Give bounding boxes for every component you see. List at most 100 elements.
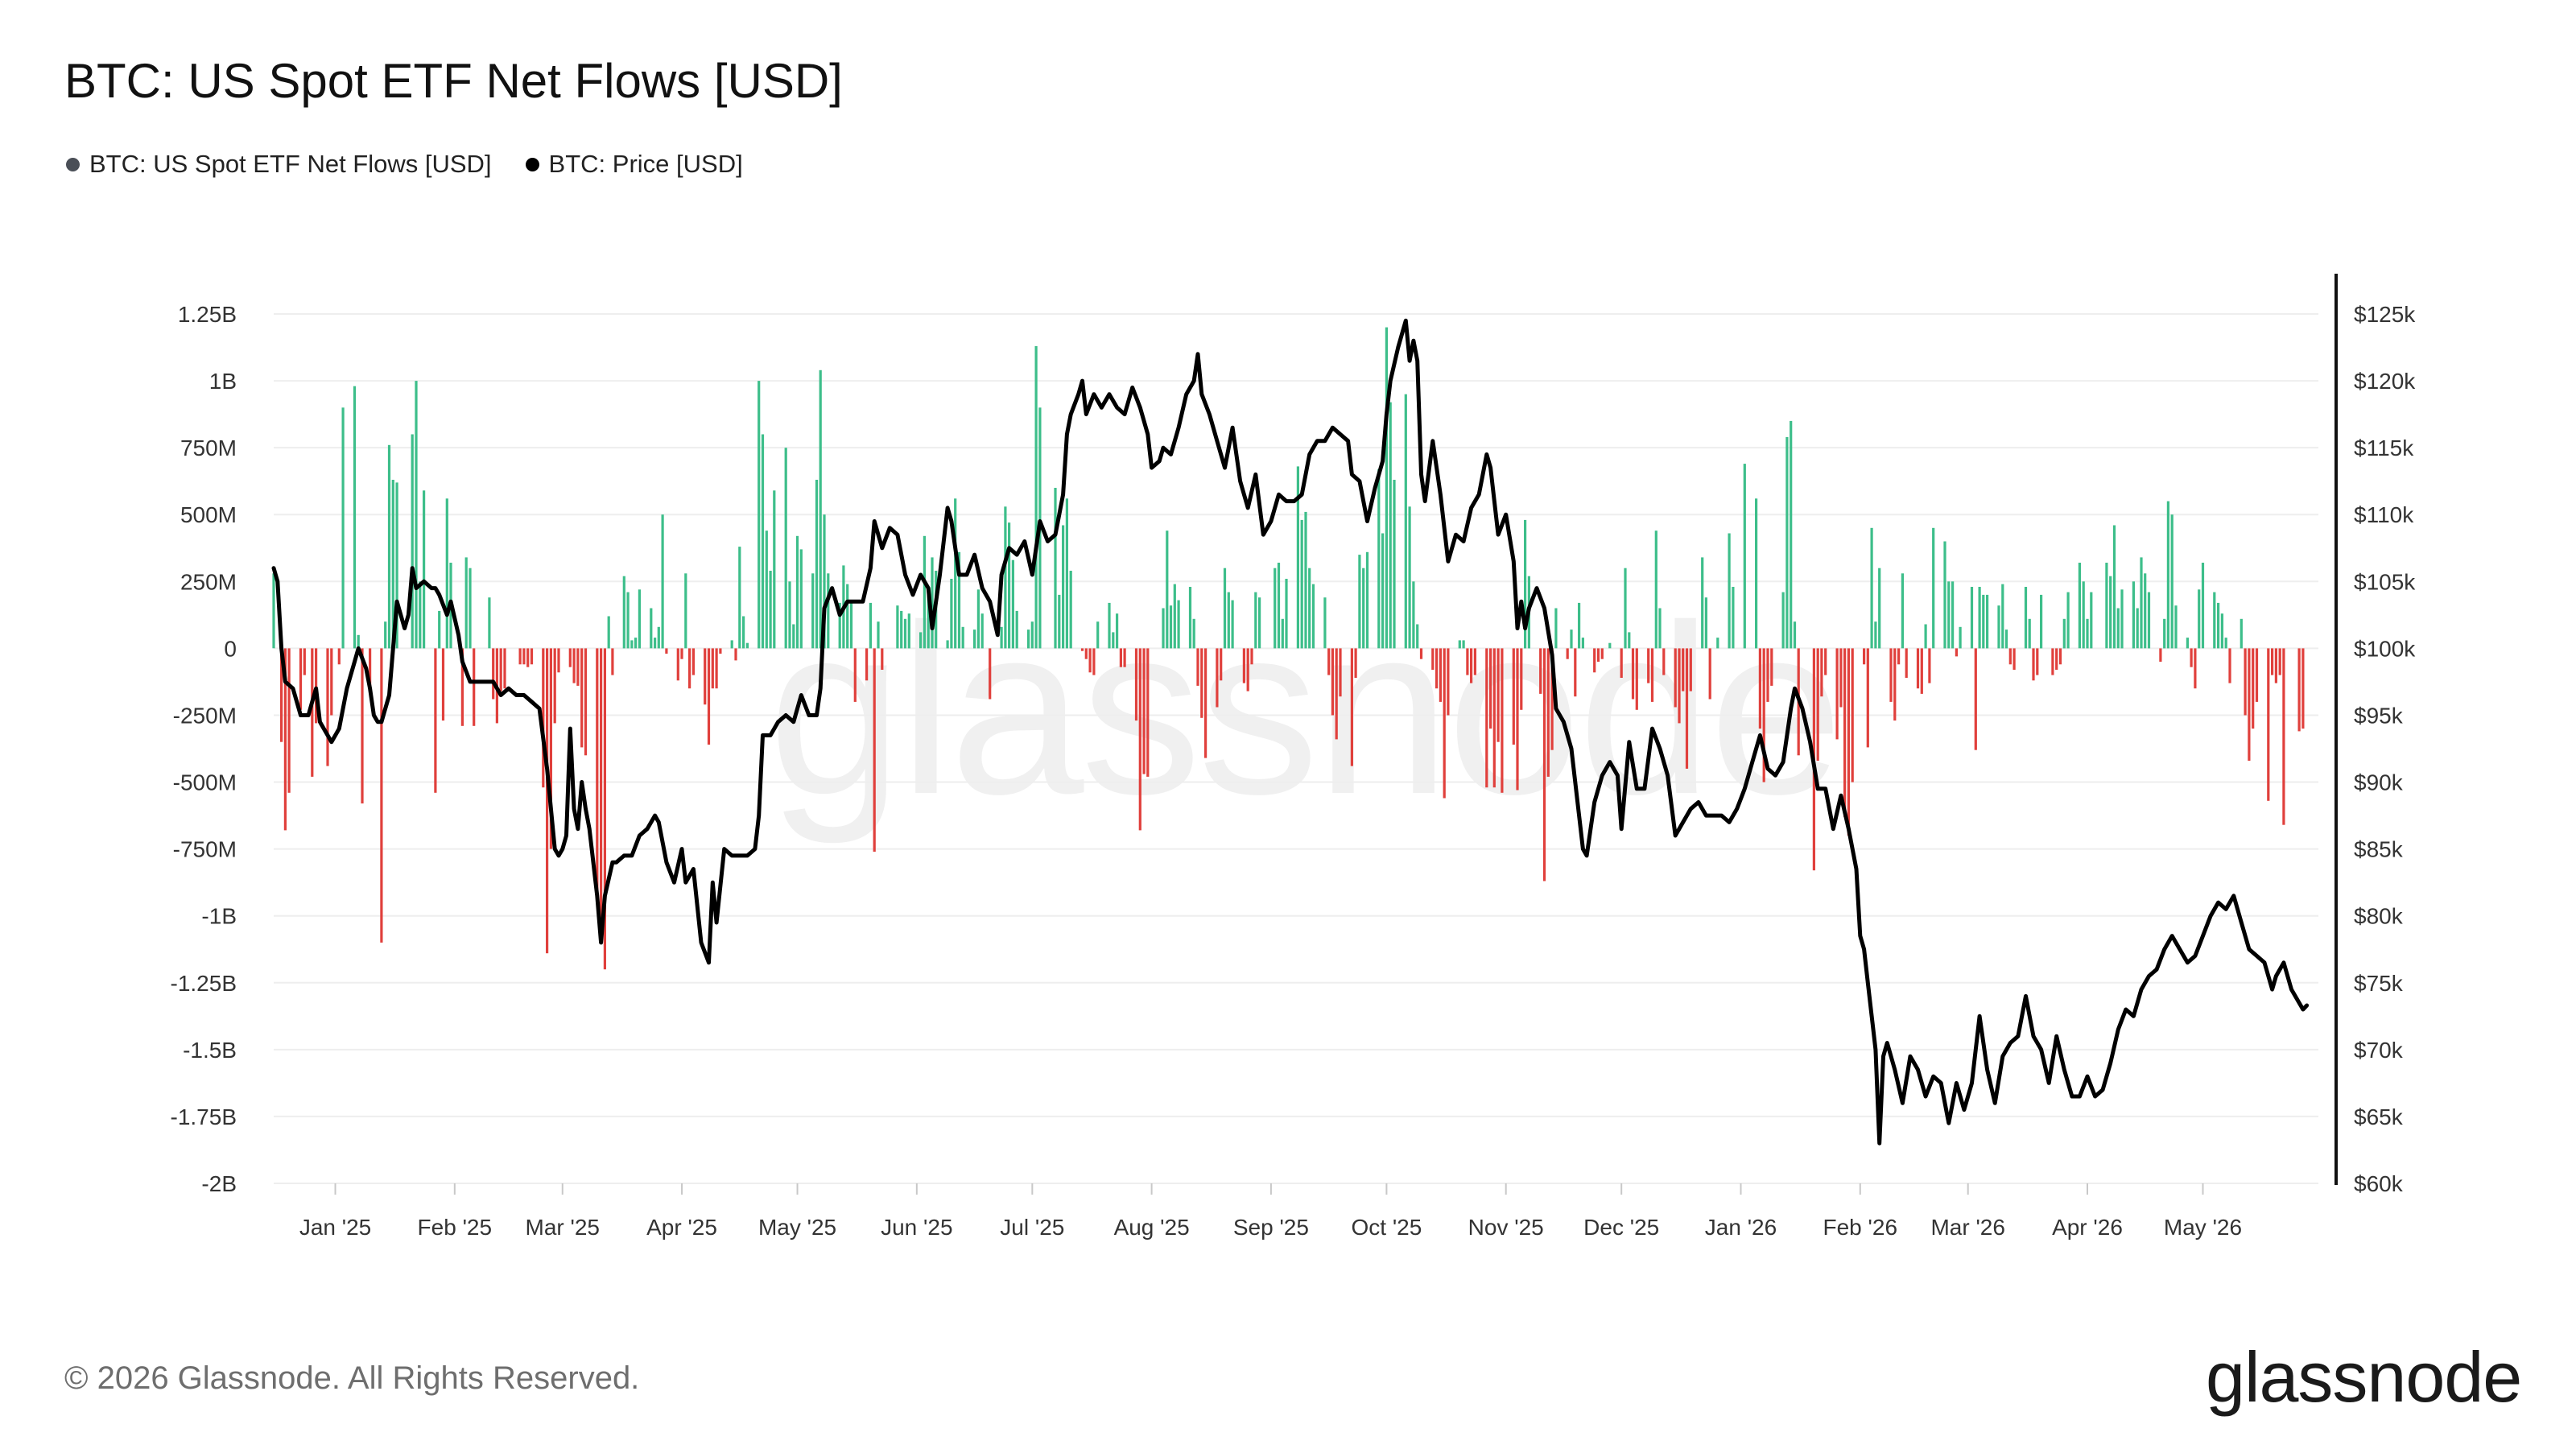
flow-bar — [2036, 648, 2039, 675]
flow-bar — [819, 369, 822, 649]
flow-bar — [973, 630, 976, 649]
flow-bar — [572, 648, 576, 683]
flow-bar — [326, 648, 329, 766]
flow-bar — [734, 648, 737, 661]
flow-bar — [680, 648, 683, 659]
flow-bar — [2163, 618, 2166, 649]
flow-bar — [2174, 605, 2178, 649]
flow-bar — [853, 648, 857, 702]
flow-bar — [1824, 648, 1827, 675]
flow-bar — [784, 448, 787, 649]
flow-bar — [1404, 394, 1407, 649]
flow-bar — [661, 514, 664, 649]
flow-bar — [715, 648, 718, 689]
y-left-tick-label: -1.75B — [171, 1104, 237, 1129]
y-right-tick-label: $105k — [2354, 569, 2416, 594]
flow-bar — [2220, 613, 2223, 649]
flow-bar — [1069, 571, 1072, 649]
flow-bar — [1978, 587, 1981, 649]
flow-bar — [311, 648, 314, 777]
flow-bar — [1058, 594, 1061, 649]
flow-bar — [1119, 648, 1122, 667]
flow-bar — [1134, 648, 1138, 721]
flow-bar — [568, 648, 572, 667]
flow-bar — [1485, 648, 1488, 788]
y-left-tick-label: 500M — [180, 502, 237, 527]
flow-bar — [1112, 632, 1115, 649]
flow-bar — [869, 602, 872, 649]
flow-bar — [387, 444, 391, 649]
flow-bar — [2001, 584, 2004, 649]
flow-bar — [272, 573, 275, 649]
flow-bar — [1443, 648, 1446, 799]
flow-bar — [464, 557, 468, 649]
flow-bar — [1947, 581, 1951, 649]
flow-bar — [1743, 464, 1746, 649]
flow-bar — [1431, 648, 1435, 670]
flow-bar — [1362, 568, 1365, 649]
flow-bar — [1889, 648, 1893, 702]
flow-bar — [1462, 640, 1465, 649]
flow-bar — [419, 581, 422, 649]
flow-bar — [881, 648, 884, 670]
flow-bar — [1701, 557, 1704, 649]
flow-bar — [473, 648, 476, 726]
flow-bar — [1412, 581, 1415, 649]
flow-bar — [391, 480, 394, 649]
flow-bar — [438, 610, 441, 649]
legend-item-net-flows[interactable]: BTC: US Spot ETF Net Flows [USD] — [66, 150, 492, 179]
flow-bar — [330, 648, 333, 716]
flow-bar — [384, 621, 387, 649]
flow-bar — [769, 571, 772, 649]
flow-bar — [961, 626, 964, 649]
flow-bar — [1393, 480, 1396, 649]
flow-bar — [688, 648, 691, 689]
flow-bar — [1662, 648, 1666, 675]
flow-bar — [1674, 648, 1677, 708]
flow-bar — [1331, 648, 1334, 716]
legend-item-price[interactable]: BTC: Price [USD] — [525, 150, 743, 179]
flow-bar — [1581, 638, 1584, 649]
flow-bar — [1365, 551, 1369, 649]
flow-bar — [707, 648, 711, 745]
flow-bar — [1088, 648, 1092, 673]
y-left-tick-label: 1.25B — [178, 302, 237, 327]
flow-bar — [1851, 648, 1854, 782]
flow-bar — [603, 648, 606, 970]
flow-bar — [923, 535, 926, 649]
flow-bar — [1843, 648, 1847, 817]
flow-bar — [469, 568, 472, 649]
flow-bar — [1932, 527, 1935, 649]
flow-bar — [742, 616, 745, 649]
flow-bar — [1381, 533, 1385, 649]
x-tick-label: May '26 — [2164, 1215, 2242, 1240]
flow-bar — [2224, 638, 2227, 649]
flow-bar — [1593, 648, 1596, 673]
flow-bar — [380, 648, 383, 943]
flow-bar — [1216, 648, 1219, 708]
flow-bar — [1550, 648, 1554, 750]
flow-bar — [1839, 648, 1843, 708]
flow-bar — [2147, 592, 2151, 649]
x-tick-label: Jul '25 — [1000, 1215, 1064, 1240]
flow-bar — [730, 640, 733, 649]
x-tick-label: May '25 — [758, 1215, 836, 1240]
flow-bar — [1943, 541, 1946, 649]
flow-bar — [441, 648, 445, 721]
flow-bar — [761, 434, 765, 649]
flow-bar — [1516, 648, 1519, 791]
y-right-tick-label: $90k — [2354, 770, 2404, 795]
flow-bar — [1285, 579, 1288, 649]
flow-bar — [2170, 514, 2174, 649]
flow-bar — [596, 648, 599, 898]
flow-bar — [2190, 648, 2193, 667]
y-left-tick-label: -250M — [173, 703, 237, 728]
flow-bar — [1466, 648, 1469, 675]
flow-bar — [1596, 648, 1600, 662]
flow-bar — [1084, 648, 1088, 659]
flow-bar — [2240, 618, 2243, 649]
flow-bar — [2109, 576, 2112, 649]
flow-bar — [1323, 597, 1327, 649]
flow-bar — [691, 648, 695, 675]
